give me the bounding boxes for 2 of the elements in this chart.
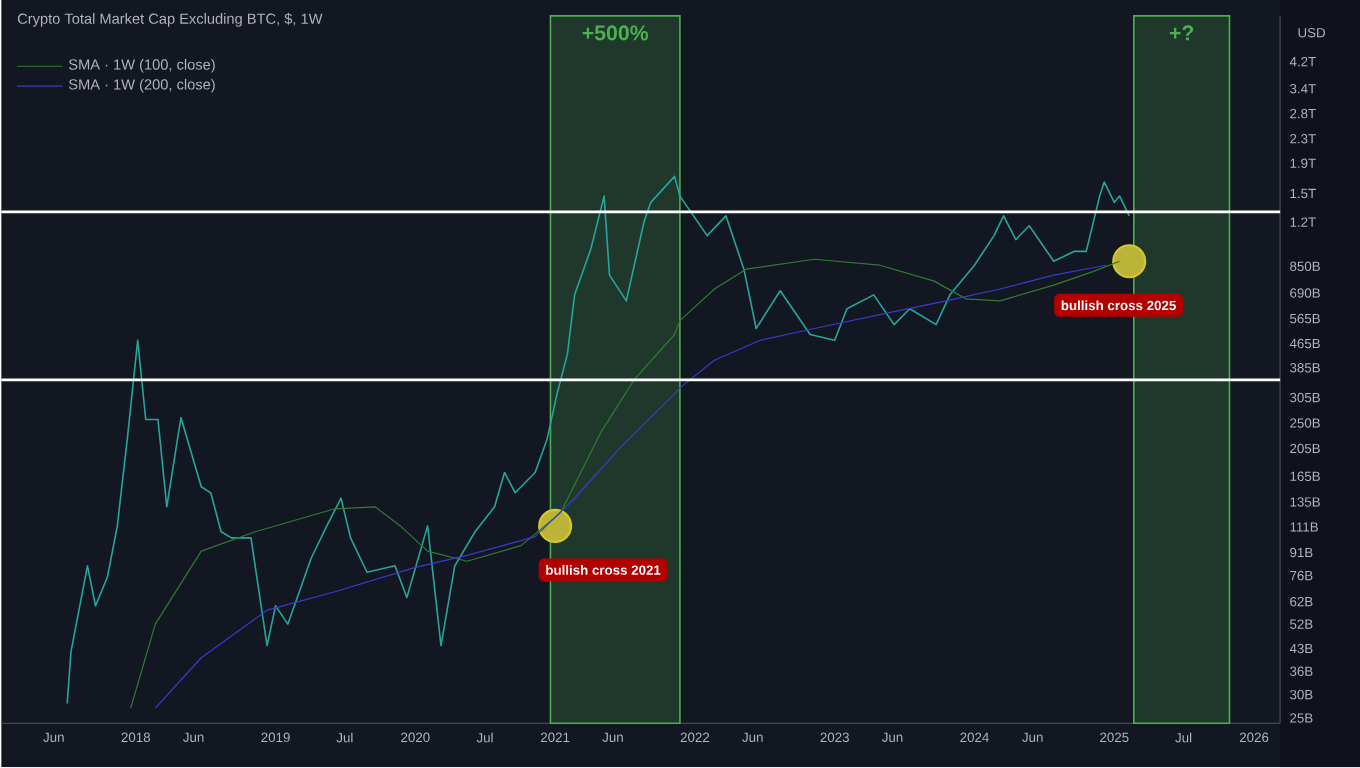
band-label: +500% xyxy=(582,25,649,41)
band-label: +? xyxy=(1169,25,1194,41)
